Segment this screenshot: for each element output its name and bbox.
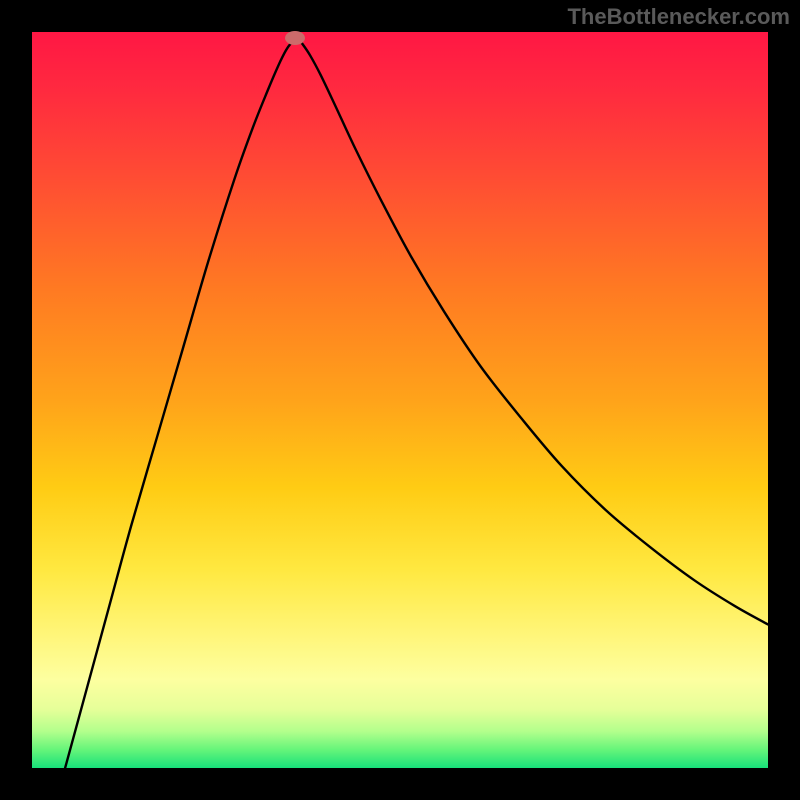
minimum-marker (285, 31, 305, 45)
bottleneck-curve (32, 32, 768, 768)
chart-container: TheBottlenecker.com (0, 0, 800, 800)
plot-area (32, 32, 768, 768)
watermark-text: TheBottlenecker.com (567, 4, 790, 30)
